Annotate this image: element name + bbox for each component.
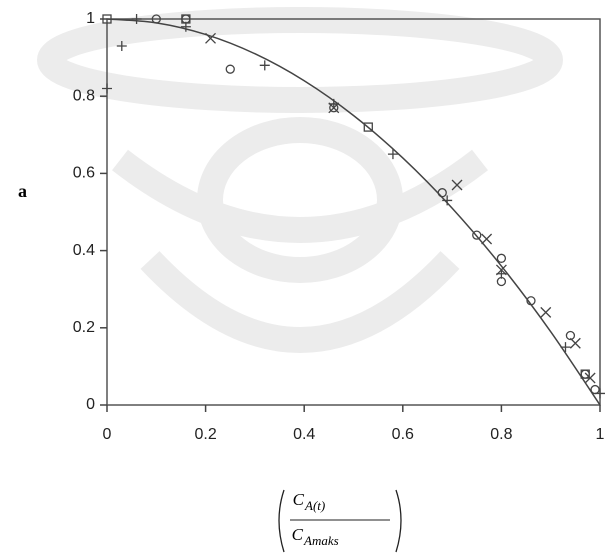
cross-marker (584, 372, 596, 384)
square-marker (181, 14, 191, 24)
y-tick-label: 0.4 (73, 242, 95, 259)
y-tick-label: 1 (86, 10, 95, 27)
plus-marker (259, 60, 270, 71)
y-tick-label: 0.6 (73, 165, 95, 182)
plus-marker (116, 41, 127, 52)
numerator-sub: A(t) (304, 498, 325, 513)
watermark (37, 7, 563, 353)
numerator-base: C (293, 490, 305, 509)
y-tick-label: 0.8 (73, 87, 95, 104)
square-marker (580, 369, 590, 379)
denominator-sub: Amaks (303, 533, 339, 548)
circle-marker (472, 230, 482, 240)
cross-marker (481, 233, 493, 245)
x-tick-label: 0 (103, 426, 112, 443)
plus-marker (595, 388, 605, 399)
x-tick-label: 0.8 (490, 426, 512, 443)
plus-marker (131, 14, 142, 24)
circle-marker (565, 330, 576, 341)
x-tick-label: 1 (596, 426, 605, 443)
circle-marker (496, 253, 507, 263)
x-tick-label: 0.2 (194, 426, 216, 443)
y-tick-label: 0 (86, 396, 95, 413)
x-tick-label: 0.6 (392, 426, 414, 443)
y-tick-label: 0.2 (73, 319, 95, 336)
cross-marker (451, 179, 463, 191)
x-tick-label: 0.4 (293, 426, 315, 443)
plot-frame (106, 18, 601, 406)
plus-marker (387, 149, 398, 160)
paren-left (278, 489, 285, 553)
fit-curve (106, 18, 601, 406)
cross-marker (495, 264, 507, 276)
square-marker (363, 122, 373, 132)
cross-marker (569, 337, 581, 349)
x-axis-label: C A(t) C Amaks (278, 489, 402, 553)
denominator-base: C (292, 525, 304, 544)
y-axis-label: a (18, 181, 27, 201)
circle-marker (580, 369, 590, 379)
cross-marker (328, 102, 340, 114)
cross-marker (540, 306, 552, 318)
circle-marker (225, 64, 235, 74)
plus-marker (102, 83, 112, 94)
paren-right (395, 489, 402, 553)
